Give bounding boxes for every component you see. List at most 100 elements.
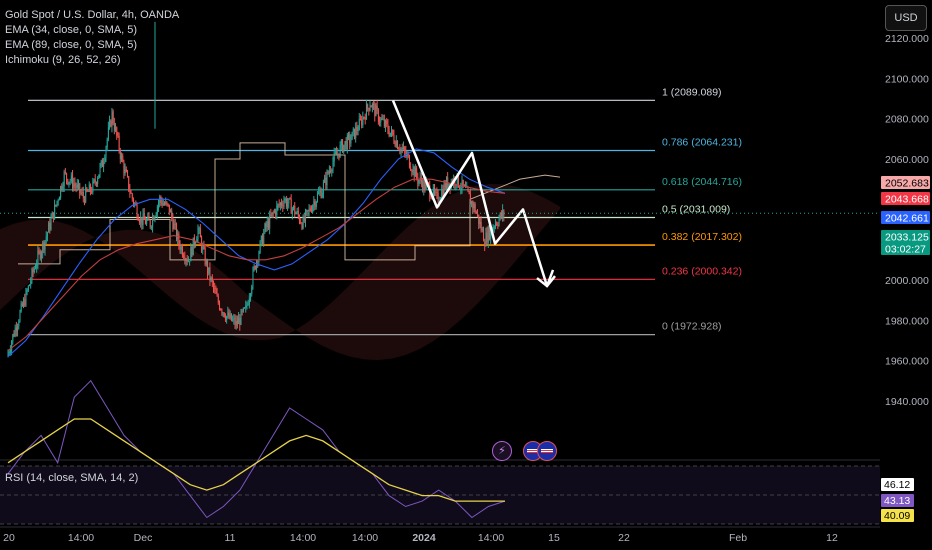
currency-button[interactable]: USD (885, 5, 927, 31)
candle-body (233, 318, 235, 320)
candle-body (189, 261, 191, 263)
candle-body (235, 320, 237, 326)
candle-body (381, 118, 383, 120)
candle-body (35, 267, 37, 269)
candle-body (232, 319, 234, 321)
candle-body (404, 147, 406, 152)
candle-body (207, 260, 209, 274)
candle-body (500, 212, 502, 217)
candle-body (400, 148, 402, 152)
candle-body (42, 242, 44, 253)
candle-body (374, 104, 376, 117)
lightning-icon[interactable]: ⚡ (492, 441, 512, 461)
fib-level-label: 0.786 (2064.231) (662, 136, 742, 148)
candle-body (117, 135, 119, 137)
us-flag-icon[interactable] (537, 441, 557, 461)
candle-body (342, 140, 344, 152)
candle-body (179, 244, 181, 251)
candle-body (403, 147, 405, 149)
candle-body (368, 108, 370, 111)
candle-body (25, 290, 27, 306)
candle-body (410, 167, 412, 171)
candle-body (358, 118, 360, 131)
candle-body (149, 220, 151, 228)
candle-body (380, 118, 382, 123)
candle-body (112, 111, 114, 124)
candle-body (110, 120, 112, 127)
candle-body (52, 212, 54, 220)
candle-body (362, 116, 364, 126)
candle-body (150, 226, 152, 228)
candle-body (198, 228, 200, 230)
candle-body (293, 205, 295, 209)
candle-body (442, 189, 444, 196)
candle-body (17, 326, 19, 331)
candle-body (357, 130, 359, 132)
candle-body (394, 142, 396, 147)
candle-body (334, 152, 336, 154)
y-tick-label: 1960.000 (885, 356, 929, 368)
price-badge (881, 176, 930, 189)
candle-body (311, 210, 313, 212)
candle-body (281, 202, 283, 206)
candle-body (196, 239, 198, 243)
candle-body (176, 224, 178, 239)
candle-body (8, 352, 10, 354)
candle-body (392, 129, 394, 135)
candle-body (259, 241, 261, 254)
candle-body (184, 257, 186, 261)
candle-body (93, 179, 95, 182)
candle-body (55, 204, 57, 206)
candle-body (405, 151, 407, 156)
candle-body (167, 203, 169, 205)
candle-body (411, 170, 413, 173)
candle-body (412, 166, 414, 173)
candle-body (287, 203, 289, 207)
ema89-legend[interactable]: EMA (89, close, 0, SMA, 5) (5, 39, 138, 51)
candle-body (328, 170, 330, 174)
ema34-legend[interactable]: EMA (34, close, 0, SMA, 5) (5, 24, 138, 36)
candle-body (254, 265, 256, 270)
candle-body (277, 204, 279, 206)
ema34-line (7, 148, 506, 358)
candle-body (87, 191, 89, 193)
candle-body (499, 212, 501, 219)
candle-body (105, 147, 107, 158)
candle-body (142, 213, 144, 225)
candle-body (84, 198, 86, 203)
candle-body (33, 268, 35, 272)
candle-body (125, 169, 127, 173)
candle-body (498, 218, 500, 226)
candle-body (351, 131, 353, 140)
ichimoku-legend[interactable]: Ichimoku (9, 26, 52, 26) (5, 54, 121, 66)
candle-body (348, 135, 350, 137)
candle-body (182, 246, 184, 256)
candle-body (203, 246, 205, 249)
candle-body (116, 127, 118, 136)
rsi-legend[interactable]: RSI (14, close, SMA, 14, 2) (5, 472, 139, 484)
candle-body (133, 198, 135, 205)
candle-body (324, 177, 326, 183)
candle-body (279, 202, 281, 206)
candle-body (283, 200, 285, 207)
y-tick-label: 2080.000 (885, 114, 929, 126)
x-tick-label: 15 (548, 532, 560, 544)
candle-body (364, 117, 366, 120)
candle-body (115, 127, 117, 131)
candle-body (56, 201, 58, 206)
candle-body (375, 105, 377, 117)
candle-body (91, 191, 93, 193)
candle-body (352, 128, 354, 132)
candle-body (187, 261, 189, 263)
candle-body (127, 172, 129, 177)
candle-body (340, 140, 342, 146)
candle-body (242, 307, 244, 312)
candle-body (154, 216, 156, 221)
candle-body (143, 213, 145, 221)
symbol-title[interactable]: Gold Spot / U.S. Dollar, 4h, OANDA (5, 9, 180, 21)
candle-body (37, 251, 39, 265)
candle-body (104, 157, 106, 163)
candle-body (406, 154, 408, 156)
candle-body (387, 124, 389, 132)
